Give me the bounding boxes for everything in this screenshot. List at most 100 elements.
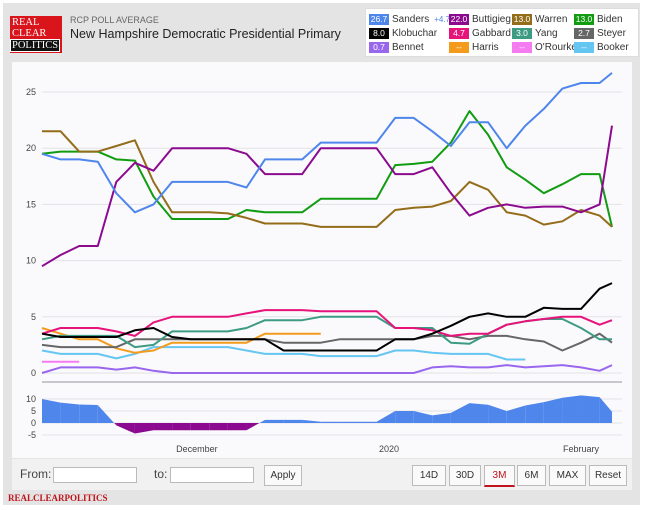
from-date-input[interactable] [53,467,137,483]
spread-area [525,402,544,423]
legend-item-biden[interactable]: 13.0 Biden [574,13,623,25]
spread-y-tick-label: 5 [31,406,36,416]
legend-value: 13.0 [512,13,532,25]
legend-item-buttigieg[interactable]: 22.0 Buttigieg [449,13,511,25]
spread-area [488,404,507,423]
spread-area [506,405,526,423]
apply-button[interactable]: Apply [264,465,302,486]
spread-area [581,395,600,423]
legend-name: O'Rourke [535,41,577,53]
legend-item-gabbard[interactable]: 4.7 Gabbard [449,27,511,39]
legend-value: 26.7 [369,13,389,25]
spread-area [450,403,470,423]
legend-value: 22.0 [449,13,469,25]
spread-area [357,421,377,423]
spread-area [562,395,582,423]
legend-name: Gabbard [472,27,511,39]
legend-item-bennet[interactable]: 0.7 Bennet [369,41,424,53]
legend-name: Klobuchar [392,27,438,39]
spread-area [60,402,80,423]
spread-area [259,419,266,423]
spread-area [339,421,358,423]
spread-area [469,403,489,423]
logo-line: REAL [12,17,40,28]
series-line-klobuchar [41,282,613,352]
legend-item-steyer[interactable]: 2.7 Steyer [574,27,626,39]
rcp-logo: REAL CLEAR POLITICS [10,16,62,53]
legend-value: 13.0 [574,13,594,25]
y-tick-label: 0 [31,368,36,378]
series-line-steyer [41,332,613,352]
range-button-3m[interactable]: 3M [484,465,515,487]
spread-area [302,419,321,423]
legend-name: Biden [597,13,623,25]
chart-panel: 0 5 10 15 20 25 10 5 0 -5 December 2020 February [12,62,632,458]
range-button-max[interactable]: MAX [549,465,586,486]
spread-area [599,397,612,423]
spread-area [395,411,414,423]
series-line-harris [41,327,321,354]
legend-item-warren[interactable]: 13.0 Warren [512,13,567,25]
legend-value: 4.7 [449,27,469,39]
legend-value: -- [574,41,594,53]
range-button-6m[interactable]: 6M [517,465,546,486]
spread-area [376,411,396,423]
legend-value: 0.7 [369,41,389,53]
range-button-reset[interactable]: Reset [589,465,627,486]
legend-name: Yang [535,27,558,39]
spread-area [172,423,191,431]
y-tick-label: 20 [26,143,36,153]
spread-area [413,411,433,423]
y-tick-label: 25 [26,87,36,97]
legend-name: Warren [535,13,568,25]
spread-area [116,423,135,434]
spread-area [320,421,340,423]
spread-area [134,423,154,434]
legend-item-booker[interactable]: -- Booker [574,41,629,53]
legend-name: Sanders [392,13,430,25]
to-date-input[interactable] [170,467,254,483]
legend-item-orourke[interactable]: -- O'Rourke [512,41,577,53]
legend-item-sanders[interactable]: 26.7 Sanders +4.7 [369,13,450,25]
spread-area [246,423,260,431]
spread-area [190,423,210,431]
spread-area [227,423,247,431]
legend-name: Harris [472,41,499,53]
spread-value: +4.7 [434,14,451,24]
subtitle: RCP POLL AVERAGE [70,15,159,25]
legend-name: Buttigieg [472,13,511,25]
series-line-bennet [41,364,613,374]
x-tick-label: 2020 [379,444,399,454]
spread-area [265,419,284,423]
y-tick-label: 5 [31,312,36,322]
series-line-biden [41,110,613,228]
logo-line: CLEAR [12,28,47,39]
spread-y-tick-label: 0 [31,418,36,428]
legend-name: Steyer [597,27,626,39]
legend-item-harris[interactable]: -- Harris [449,41,499,53]
to-label: to: [154,467,168,481]
legend-name: Booker [597,41,629,53]
series-line-warren [42,130,613,228]
spread-area [432,412,451,423]
date-range-controls: From: to: Apply 14D 30D 3M 6M MAX Reset [12,459,632,490]
legend-item-yang[interactable]: 3.0 Yang [512,27,558,39]
logo-line: POLITICS [10,39,60,52]
legend-value: 3.0 [512,27,532,39]
series-line-booker [41,346,526,361]
legend-item-klobuchar[interactable]: 8.0 Klobuchar [369,27,437,39]
series-line-buttigieg [41,125,613,268]
spread-area [283,419,303,423]
x-tick-label: February [563,444,600,454]
range-button-14d[interactable]: 14D [412,465,446,486]
x-tick-label: December [176,444,218,454]
spread-area [97,405,115,423]
footer-brand: REALCLEARPOLITICS [8,493,108,503]
series-line-gabbard [41,309,613,337]
y-tick-label: 15 [26,199,36,209]
page-title: New Hampshire Democratic Presidential Pr… [70,27,341,41]
legend-value: 8.0 [369,27,389,39]
spread-area [543,397,563,423]
range-button-30d[interactable]: 30D [449,465,481,486]
spread-area [153,423,173,431]
